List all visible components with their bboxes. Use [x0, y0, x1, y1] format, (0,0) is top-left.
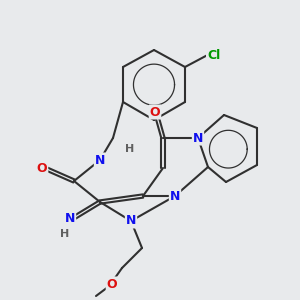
Text: N: N	[170, 190, 180, 202]
Text: N: N	[193, 131, 203, 145]
Text: N: N	[95, 154, 105, 166]
Text: O: O	[150, 106, 160, 118]
Text: Cl: Cl	[207, 49, 220, 62]
Text: H: H	[125, 144, 135, 154]
Text: N: N	[65, 212, 75, 224]
Text: O: O	[107, 278, 117, 290]
Text: N: N	[126, 214, 136, 227]
Text: O: O	[37, 161, 47, 175]
Text: H: H	[60, 229, 70, 239]
